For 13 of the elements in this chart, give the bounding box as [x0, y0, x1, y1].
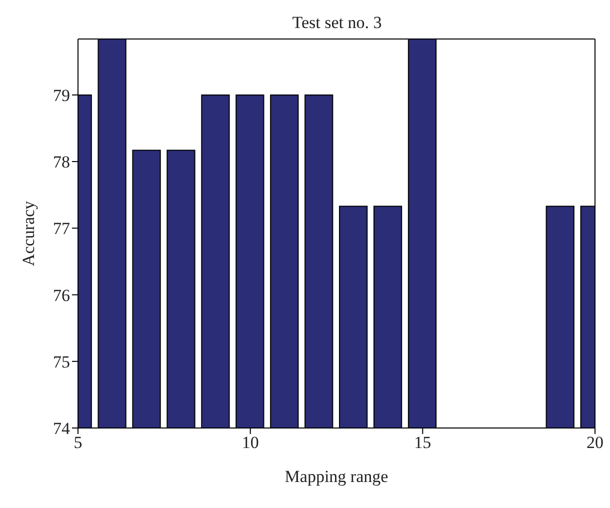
y-axis-title: Accuracy: [19, 200, 38, 266]
y-tick-label: 77: [53, 219, 70, 238]
y-tick-label: 75: [53, 352, 70, 372]
x-tick-label: 15: [414, 433, 432, 452]
x-tick-label: 10: [242, 433, 259, 452]
x-tick-label: 5: [74, 433, 82, 452]
chart-title: Test set no. 3: [292, 13, 382, 32]
y-tick-label: 79: [53, 86, 70, 105]
y-tick-label: 76: [53, 286, 70, 305]
x-tick-label: 20: [586, 433, 604, 452]
x-axis-title: Mapping range: [284, 467, 388, 486]
y-tick-label: 78: [53, 152, 70, 172]
y-tick-label: 74: [53, 419, 70, 438]
